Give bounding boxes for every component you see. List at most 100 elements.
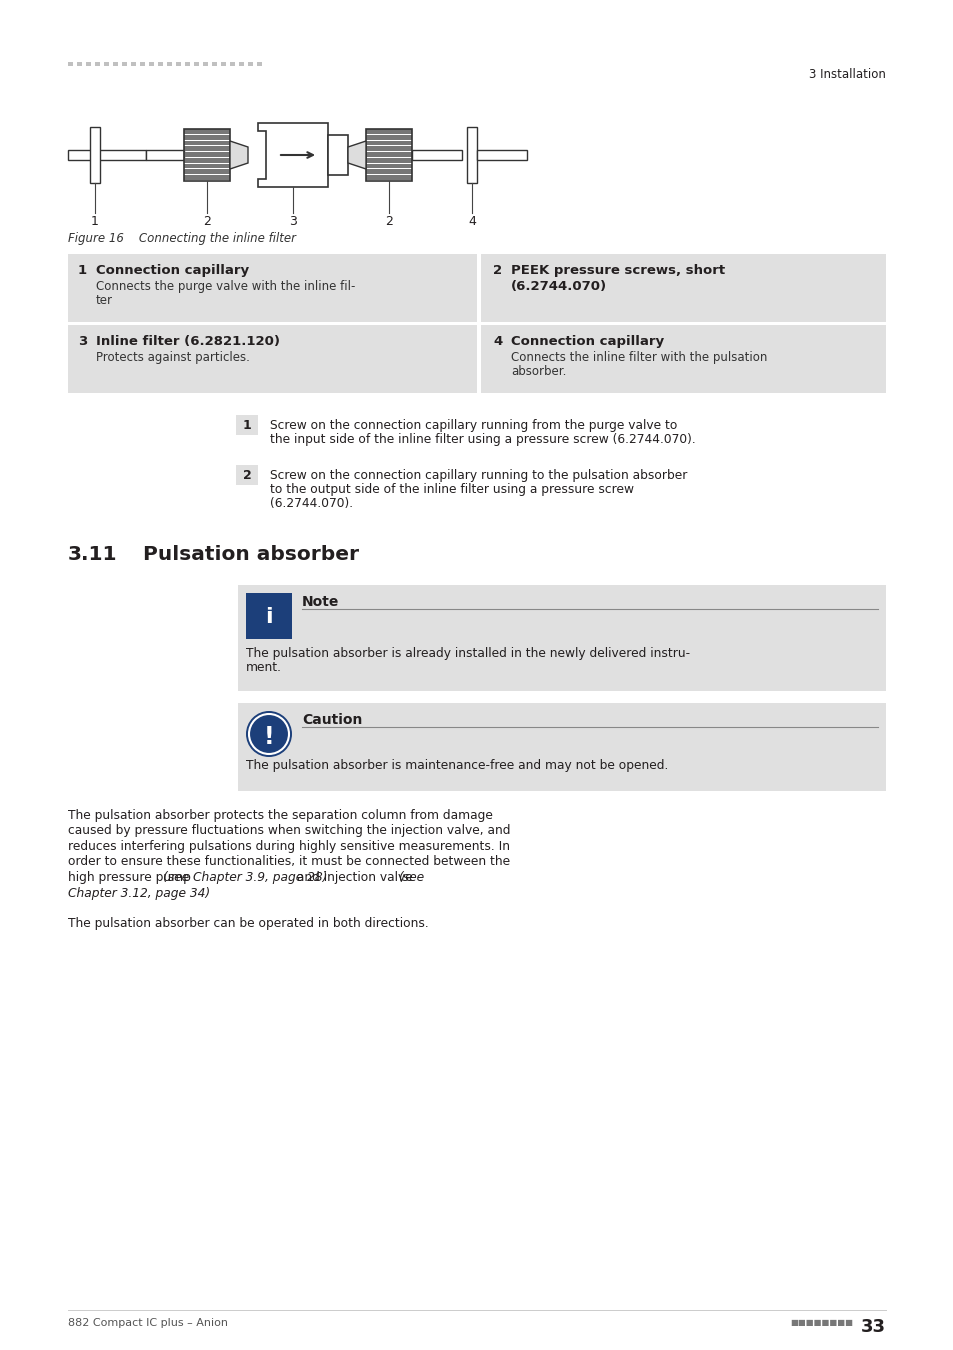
Text: Note: Note bbox=[302, 595, 339, 609]
Bar bbox=[366, 130, 412, 181]
Bar bbox=[246, 593, 292, 639]
Bar bbox=[184, 130, 230, 181]
Bar bbox=[184, 153, 230, 157]
Text: Chapter 3.12, page 34): Chapter 3.12, page 34) bbox=[68, 887, 210, 899]
Text: (6.2744.070): (6.2744.070) bbox=[511, 279, 606, 293]
Bar bbox=[221, 62, 226, 66]
Circle shape bbox=[250, 597, 288, 634]
Bar bbox=[480, 325, 885, 393]
Circle shape bbox=[246, 711, 292, 757]
Bar bbox=[366, 140, 412, 146]
Bar bbox=[68, 150, 146, 161]
Bar bbox=[212, 62, 217, 66]
Bar bbox=[235, 414, 257, 435]
Text: the input side of the inline filter using a pressure screw (6.2744.070).: the input side of the inline filter usin… bbox=[270, 433, 695, 446]
Polygon shape bbox=[348, 140, 366, 169]
Bar bbox=[237, 703, 885, 791]
Bar bbox=[184, 170, 230, 174]
Bar bbox=[77, 62, 82, 66]
Text: ter: ter bbox=[96, 294, 112, 306]
Text: reduces interfering pulsations during highly sensitive measurements. In: reduces interfering pulsations during hi… bbox=[68, 840, 510, 853]
Bar bbox=[235, 464, 257, 485]
Text: 1: 1 bbox=[78, 265, 87, 277]
Text: Pulsation absorber: Pulsation absorber bbox=[143, 545, 358, 564]
Bar bbox=[140, 62, 146, 66]
Text: high pressure pump: high pressure pump bbox=[68, 871, 194, 884]
Text: The pulsation absorber is already installed in the newly delivered instru-: The pulsation absorber is already instal… bbox=[246, 647, 689, 660]
Text: 1: 1 bbox=[91, 215, 99, 228]
Text: Connection capillary: Connection capillary bbox=[511, 335, 663, 348]
Text: Caution: Caution bbox=[302, 713, 362, 728]
Text: 2: 2 bbox=[493, 265, 501, 277]
Bar bbox=[184, 163, 230, 169]
Text: absorber.: absorber. bbox=[511, 364, 566, 378]
Bar bbox=[68, 254, 476, 323]
Bar bbox=[256, 62, 262, 66]
Bar bbox=[366, 176, 412, 180]
Bar bbox=[68, 62, 73, 66]
Bar bbox=[112, 62, 118, 66]
Bar bbox=[95, 62, 100, 66]
Text: Connects the inline filter with the pulsation: Connects the inline filter with the puls… bbox=[511, 351, 766, 364]
Text: 33: 33 bbox=[861, 1318, 885, 1336]
Bar bbox=[184, 130, 230, 134]
Bar bbox=[184, 176, 230, 180]
Text: The pulsation absorber is maintenance-free and may not be opened.: The pulsation absorber is maintenance-fr… bbox=[246, 759, 668, 772]
Text: Connects the purge valve with the inline fil-: Connects the purge valve with the inline… bbox=[96, 279, 355, 293]
Bar bbox=[184, 146, 230, 151]
Bar bbox=[122, 62, 128, 66]
Bar bbox=[366, 163, 412, 169]
Text: (6.2744.070).: (6.2744.070). bbox=[270, 497, 353, 510]
Bar bbox=[158, 62, 163, 66]
Text: The pulsation absorber protects the separation column from damage: The pulsation absorber protects the sepa… bbox=[68, 809, 493, 822]
Bar bbox=[366, 130, 412, 134]
Text: (see Chapter 3.9, page 28): (see Chapter 3.9, page 28) bbox=[163, 871, 327, 884]
Bar bbox=[184, 158, 230, 162]
Bar bbox=[230, 62, 235, 66]
Text: Screw on the connection capillary running to the pulsation absorber: Screw on the connection capillary runnin… bbox=[270, 468, 687, 482]
Bar bbox=[149, 62, 154, 66]
Text: 3: 3 bbox=[78, 335, 87, 348]
Polygon shape bbox=[257, 123, 328, 188]
Text: (see: (see bbox=[397, 871, 424, 884]
Bar bbox=[146, 150, 184, 161]
Bar bbox=[239, 62, 244, 66]
Text: 2: 2 bbox=[203, 215, 211, 228]
Bar bbox=[193, 62, 199, 66]
Text: 4: 4 bbox=[468, 215, 476, 228]
Bar bbox=[248, 62, 253, 66]
Bar bbox=[366, 158, 412, 162]
Text: PEEK pressure screws, short: PEEK pressure screws, short bbox=[511, 265, 724, 277]
Text: caused by pressure fluctuations when switching the injection valve, and: caused by pressure fluctuations when swi… bbox=[68, 825, 510, 837]
Text: Screw on the connection capillary running from the purge valve to: Screw on the connection capillary runnin… bbox=[270, 418, 677, 432]
Text: !: ! bbox=[263, 725, 274, 749]
Text: .: . bbox=[178, 887, 182, 899]
Text: 3 Installation: 3 Installation bbox=[808, 68, 885, 81]
Bar bbox=[184, 140, 230, 146]
Text: ment.: ment. bbox=[246, 662, 282, 674]
Bar bbox=[185, 62, 191, 66]
Bar bbox=[476, 150, 526, 161]
Text: Figure 16    Connecting the inline filter: Figure 16 Connecting the inline filter bbox=[68, 232, 295, 244]
Text: 1: 1 bbox=[242, 418, 251, 432]
Text: 3.11: 3.11 bbox=[68, 545, 117, 564]
Text: Connection capillary: Connection capillary bbox=[96, 265, 249, 277]
Bar bbox=[467, 127, 476, 184]
Bar bbox=[86, 62, 91, 66]
Bar bbox=[366, 170, 412, 174]
Bar bbox=[167, 62, 172, 66]
Text: ■■■■■■■■: ■■■■■■■■ bbox=[789, 1318, 852, 1327]
Bar bbox=[203, 62, 209, 66]
Polygon shape bbox=[230, 140, 248, 169]
Bar bbox=[104, 62, 110, 66]
Text: Protects against particles.: Protects against particles. bbox=[96, 351, 250, 364]
Bar bbox=[366, 135, 412, 139]
Bar bbox=[412, 150, 461, 161]
Text: The pulsation absorber can be operated in both directions.: The pulsation absorber can be operated i… bbox=[68, 918, 428, 930]
Bar bbox=[328, 135, 348, 176]
Bar bbox=[366, 153, 412, 157]
Bar bbox=[90, 127, 100, 184]
Text: 882 Compact IC plus – Anion: 882 Compact IC plus – Anion bbox=[68, 1318, 228, 1328]
Bar bbox=[68, 325, 476, 393]
Text: and injection valve: and injection valve bbox=[293, 871, 416, 884]
